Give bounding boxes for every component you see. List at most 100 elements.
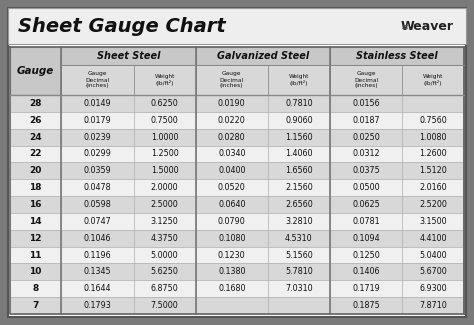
Text: 6.8750: 6.8750: [151, 284, 179, 293]
Text: 0.6250: 0.6250: [151, 99, 179, 108]
Bar: [330, 280, 402, 297]
Text: 6.9300: 6.9300: [419, 284, 447, 293]
Bar: [402, 179, 464, 196]
Bar: [196, 230, 268, 247]
Text: 1.5000: 1.5000: [151, 166, 179, 175]
Text: 5.6700: 5.6700: [419, 267, 447, 276]
Text: Weight
(lb/ft²): Weight (lb/ft²): [423, 74, 443, 86]
Bar: [61, 196, 134, 213]
Text: 0.1345: 0.1345: [84, 267, 111, 276]
Text: Weight
(lb/ft²): Weight (lb/ft²): [289, 74, 309, 86]
Bar: [134, 129, 196, 146]
Text: 0.0747: 0.0747: [84, 217, 111, 226]
Bar: [330, 146, 402, 162]
Text: 0.1680: 0.1680: [218, 284, 246, 293]
Bar: [134, 112, 196, 129]
Text: 0.0239: 0.0239: [84, 133, 111, 142]
Text: 5.0000: 5.0000: [151, 251, 179, 260]
Text: Gauge
Decimal
(inches): Gauge Decimal (inches): [85, 72, 109, 88]
Text: 2.0000: 2.0000: [151, 183, 179, 192]
Text: 8: 8: [33, 284, 39, 293]
Bar: [196, 213, 268, 230]
Text: 28: 28: [29, 99, 42, 108]
Bar: [134, 297, 196, 314]
Bar: [268, 297, 330, 314]
Bar: [402, 280, 464, 297]
Text: Gauge: Gauge: [17, 66, 55, 76]
Bar: [268, 129, 330, 146]
Bar: [134, 280, 196, 297]
Bar: [10, 129, 61, 146]
Bar: [134, 213, 196, 230]
Text: 0.0299: 0.0299: [83, 150, 111, 159]
Text: 0.1080: 0.1080: [218, 234, 246, 243]
Bar: [268, 162, 330, 179]
Bar: [196, 196, 268, 213]
Text: 11: 11: [29, 251, 42, 260]
Text: 20: 20: [29, 166, 42, 175]
Text: 0.7560: 0.7560: [419, 116, 447, 125]
Bar: [61, 95, 134, 112]
Bar: [134, 264, 196, 280]
Text: 14: 14: [29, 217, 42, 226]
Text: 5.1560: 5.1560: [285, 251, 313, 260]
Text: 0.0179: 0.0179: [84, 116, 111, 125]
Bar: [330, 65, 402, 95]
Text: 4.3750: 4.3750: [151, 234, 179, 243]
Text: 0.0190: 0.0190: [218, 99, 246, 108]
Bar: [330, 162, 402, 179]
Text: 3.1250: 3.1250: [151, 217, 179, 226]
Bar: [402, 112, 464, 129]
Bar: [196, 264, 268, 280]
Text: 2.6560: 2.6560: [285, 200, 313, 209]
Text: 4.4100: 4.4100: [419, 234, 447, 243]
Text: 0.1406: 0.1406: [352, 267, 380, 276]
Bar: [402, 230, 464, 247]
Text: 1.1560: 1.1560: [285, 133, 313, 142]
Bar: [268, 95, 330, 112]
Text: 1.5120: 1.5120: [419, 166, 447, 175]
Bar: [10, 47, 61, 95]
Bar: [61, 129, 134, 146]
Text: Sheet Gauge Chart: Sheet Gauge Chart: [18, 18, 226, 36]
Bar: [268, 213, 330, 230]
Bar: [330, 213, 402, 230]
Bar: [402, 264, 464, 280]
Text: 24: 24: [29, 133, 42, 142]
Bar: [10, 297, 61, 314]
Text: Sheet Steel: Sheet Steel: [97, 51, 160, 61]
Text: 0.0250: 0.0250: [352, 133, 380, 142]
Bar: [402, 162, 464, 179]
Text: 0.0790: 0.0790: [218, 217, 246, 226]
Bar: [196, 297, 268, 314]
Bar: [10, 112, 61, 129]
Text: 0.0220: 0.0220: [218, 116, 246, 125]
Bar: [268, 230, 330, 247]
Text: 0.7500: 0.7500: [151, 116, 179, 125]
Bar: [10, 230, 61, 247]
Bar: [196, 247, 268, 264]
Text: 2.5200: 2.5200: [419, 200, 447, 209]
Bar: [196, 162, 268, 179]
Text: 0.0400: 0.0400: [218, 166, 246, 175]
Bar: [196, 65, 268, 95]
Bar: [61, 280, 134, 297]
Bar: [61, 65, 134, 95]
Text: 4.5310: 4.5310: [285, 234, 313, 243]
Bar: [330, 264, 402, 280]
Text: 7: 7: [33, 301, 39, 310]
Text: 0.1250: 0.1250: [352, 251, 380, 260]
Text: 0.0149: 0.0149: [84, 99, 111, 108]
Text: 2.5000: 2.5000: [151, 200, 179, 209]
Text: 5.7810: 5.7810: [285, 267, 313, 276]
Text: 0.0478: 0.0478: [84, 183, 111, 192]
Bar: [10, 213, 61, 230]
Text: 1.0080: 1.0080: [419, 133, 447, 142]
Text: 0.1380: 0.1380: [218, 267, 246, 276]
Text: 0.0340: 0.0340: [218, 150, 246, 159]
Text: 0.1719: 0.1719: [352, 284, 380, 293]
Text: 0.0640: 0.0640: [218, 200, 246, 209]
Bar: [61, 146, 134, 162]
Bar: [402, 65, 464, 95]
Text: 1.6560: 1.6560: [285, 166, 313, 175]
